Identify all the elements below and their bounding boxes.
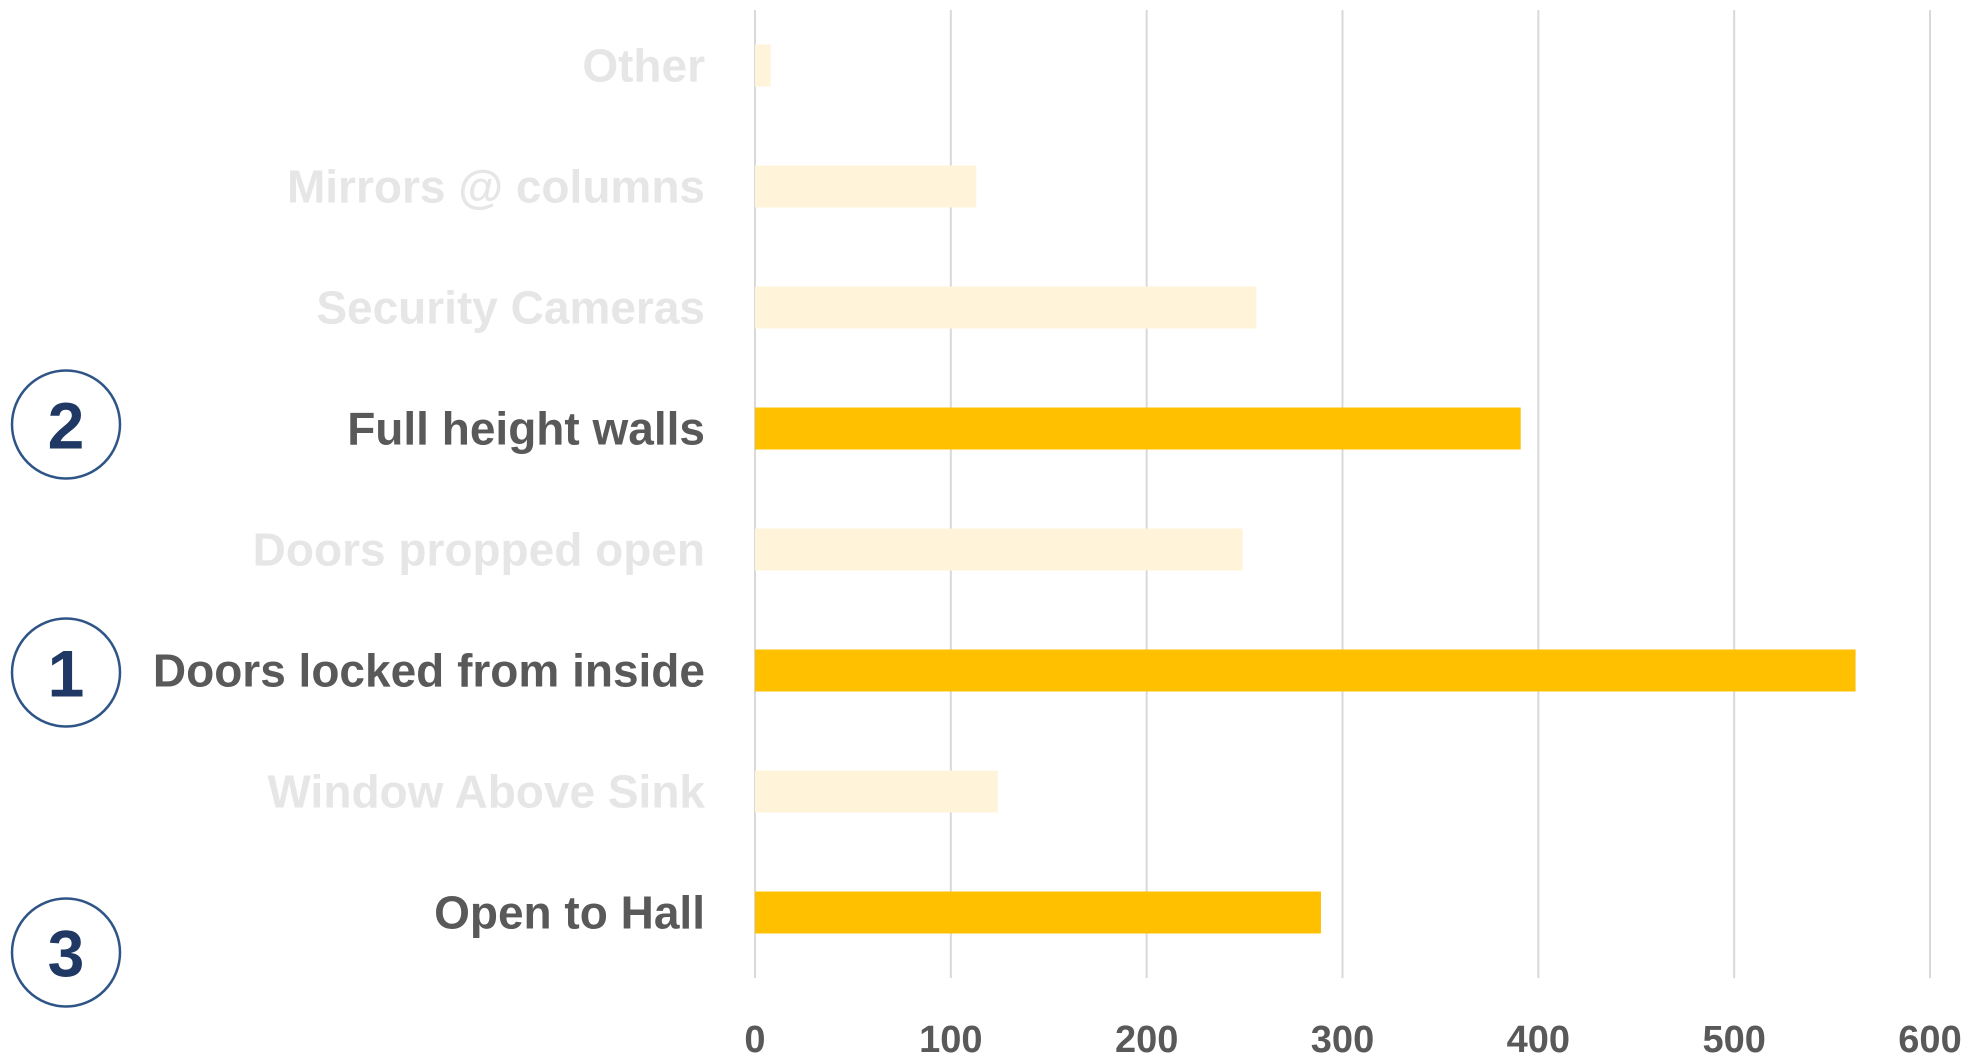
- rank-number: 1: [48, 637, 85, 711]
- category-label: Mirrors @ columns: [287, 161, 705, 213]
- x-axis-tick-labels: 0 100 200 300 400 500 600: [744, 1019, 1961, 1057]
- x-tick-label: 600: [1898, 1019, 1961, 1057]
- category-label: Doors locked from inside: [153, 645, 705, 697]
- x-tick-label: 200: [1115, 1019, 1178, 1057]
- x-tick-label: 300: [1311, 1019, 1374, 1057]
- bar: [755, 407, 1521, 450]
- bar: [755, 770, 998, 813]
- rank-number: 2: [48, 389, 85, 463]
- gridlines: [754, 10, 1931, 978]
- category-label: Doors propped open: [253, 524, 705, 576]
- rank-circle: [10, 617, 122, 728]
- x-tick-label: 500: [1702, 1019, 1765, 1057]
- x-tick-label: 100: [919, 1019, 982, 1057]
- category-label: Window Above Sink: [268, 766, 706, 818]
- x-tick-label: 0: [744, 1019, 765, 1057]
- rank-circle: [10, 369, 122, 480]
- category-label: Other: [582, 40, 705, 92]
- category-label: Security Cameras: [316, 282, 705, 334]
- bar: [755, 286, 1257, 329]
- category-label: Open to Hall: [434, 887, 705, 939]
- rank-badges: 2 1 3: [10, 369, 122, 1008]
- bar: [755, 165, 977, 208]
- category-label: Full height walls: [347, 403, 705, 455]
- rank-circle: [10, 897, 122, 1008]
- rank-number: 3: [48, 917, 85, 991]
- bar: [755, 649, 1856, 692]
- x-tick-label: 400: [1507, 1019, 1570, 1057]
- bar: [755, 44, 771, 87]
- bar: [755, 891, 1321, 934]
- category-labels: Other Mirrors @ columns Security Cameras Fu…: [153, 40, 706, 939]
- bar: [755, 528, 1243, 571]
- bars: [755, 44, 1856, 934]
